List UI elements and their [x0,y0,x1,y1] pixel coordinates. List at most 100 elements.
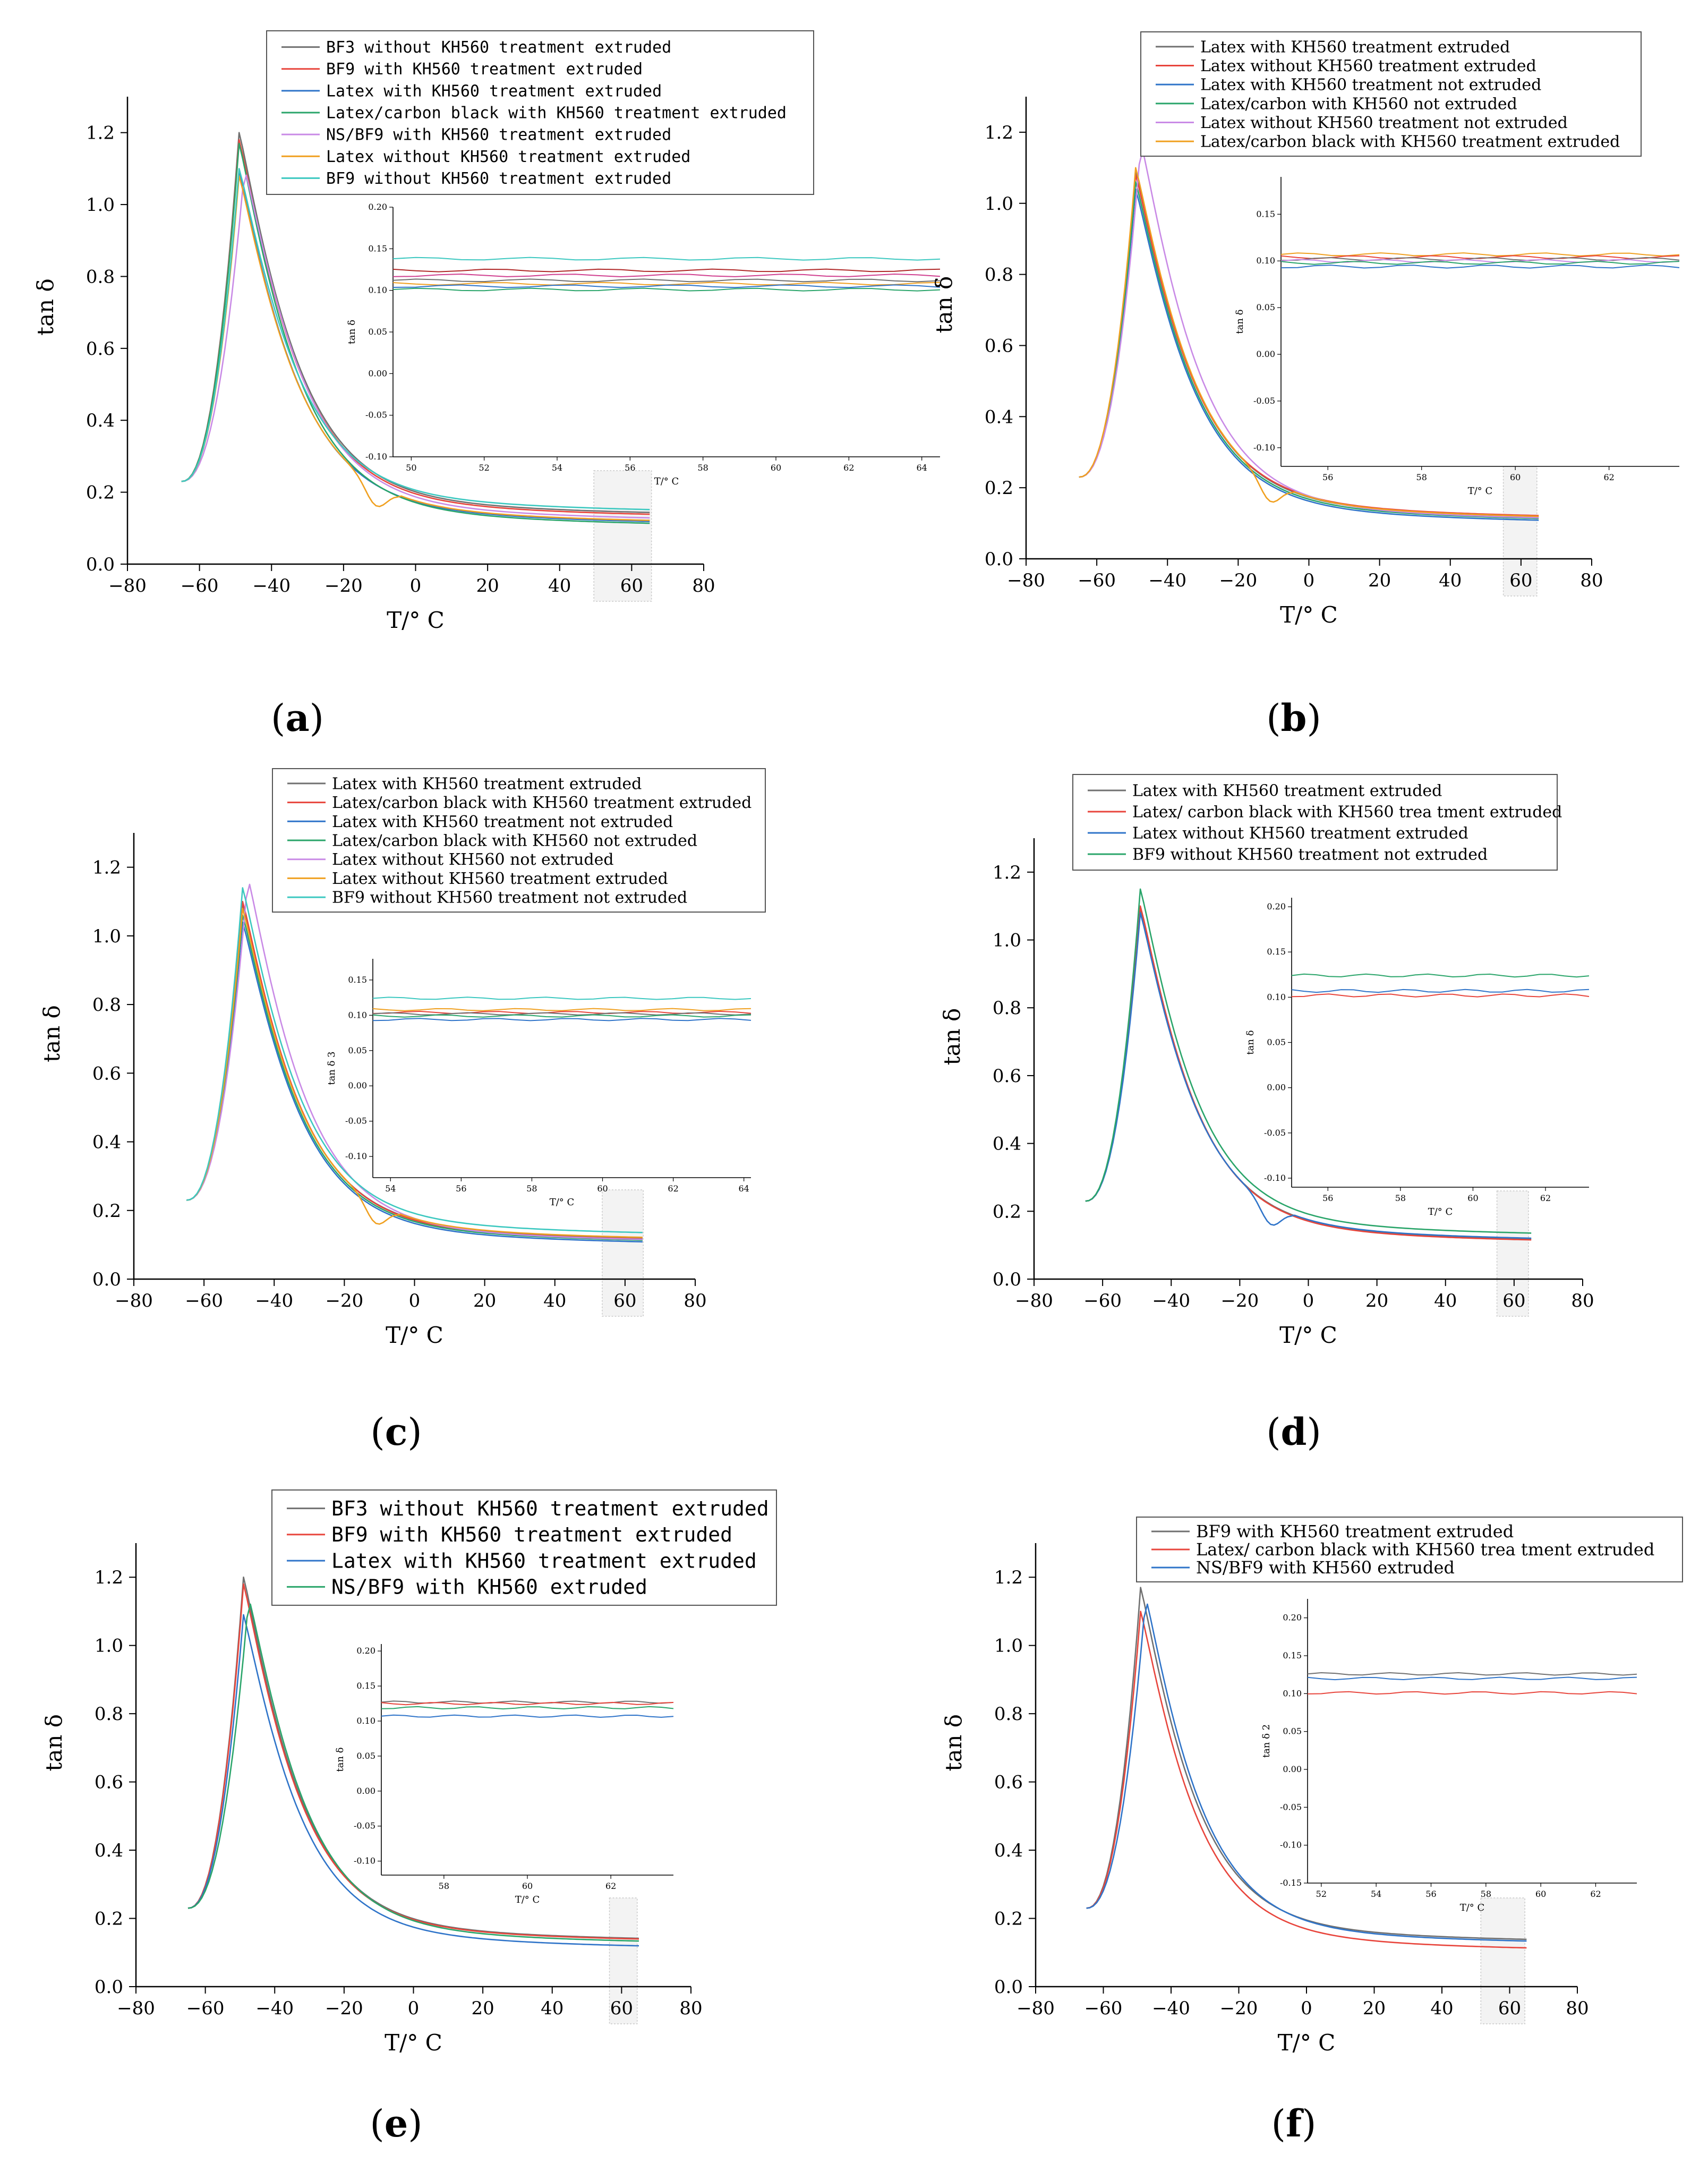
legend-box [1140,31,1642,157]
series-line-2 [187,1583,639,1940]
x-tick-label: 0 [1303,1290,1314,1312]
series-line-2 [1086,1611,1527,1949]
legend-entry: Latex without KH560 treatment extruded [1132,824,1468,843]
legend-entry: Latex/ carbon black with KH560 trea tmen… [1132,803,1562,822]
y-tick-label: 1.2 [994,1567,1023,1588]
legend-box [1072,774,1558,871]
inset-line-5 [1280,260,1680,265]
inset-y-tick-label: -0.15 [1280,1878,1302,1888]
series-line-3 [1085,912,1532,1239]
inset-y-tick-label: 0.15 [1256,209,1275,219]
inset-y-tick-label: -0.05 [1253,396,1275,406]
legend-entry: Latex/ carbon black with KH560 trea tmen… [1196,1539,1654,1560]
x-axis-label: T/° C [1278,2030,1336,2056]
panel-label-letter: c [385,1410,408,1454]
x-tick-label: 40 [541,1998,563,2019]
legend-entry: NS/BF9 with KH560 treatment extruded [326,126,671,144]
y-tick-label: 0.6 [994,1772,1023,1793]
legend-entry: BF9 with KH560 treatment extruded [331,1523,732,1546]
x-tick-label: −60 [1078,570,1116,591]
inset-x-tick-label: 54 [1371,1889,1381,1899]
inset-x-tick-label: 58 [1481,1889,1491,1899]
panel-d: −80 −60 −40 −20 0 20 40 60 80 0.0 0.2 0.4 0.6 0.8 1.0 1… [939,774,1594,1454]
inset-y-tick-label: -0.10 [1253,442,1275,453]
y-tick-label: 1.2 [86,123,115,144]
inset-x-tick-label: 62 [1540,1193,1551,1203]
legend-box [266,30,814,195]
series-line-4 [186,914,643,1241]
zoom-region-a [593,470,652,602]
inset-background [381,1644,673,1875]
x-tick-label: 20 [476,575,499,597]
series-line-3 [186,921,643,1243]
inset-chart: 54 56 58 60 62 64 -0.10 -0.05 0.00 0.05 0.10 0.15 T/… [326,959,751,1208]
y-tick-label: 0.8 [92,994,121,1016]
inset-y-tick-label: 0.15 [1283,1650,1302,1660]
inset-x-tick-label: 62 [1603,472,1614,482]
inset-x-label: T/° C [1428,1206,1453,1217]
x-tick-label: 40 [543,1290,566,1312]
series-line-3 [1079,188,1539,521]
inset-y-tick-label: -0.10 [345,1151,367,1161]
legend-entry: Latex with KH560 treatment extruded [1200,38,1510,56]
panel-label-open-paren: ( [370,1410,385,1454]
y-tick-label: 0.4 [86,410,115,431]
inset-y-tick-label: 0.15 [348,975,367,985]
legend-entry: BF3 without KH560 treatment extruded [326,38,671,57]
y-tick-label: 1.2 [993,862,1021,883]
legend-entry: BF3 without KH560 treatment extruded [331,1497,769,1520]
legend-entry: Latex/carbon black with KH560 treatment … [332,794,751,812]
inset-line-1 [392,257,941,261]
inset-y-tick-label: 0.20 [1267,901,1286,912]
panel-label-open-paren: ( [1271,2102,1286,2145]
inset-y-tick-label: 0.05 [348,1045,367,1055]
inset-y-tick-label: 0.00 [356,1786,375,1796]
legend-entry: Latex without KH560 treatment not extrud… [1200,114,1568,132]
x-tick-label: 60 [1509,570,1532,591]
inset-x-tick-label: 58 [526,1183,537,1194]
inset-y-tick-label: 0.05 [1267,1037,1286,1048]
inset-line-3 [1307,1691,1637,1695]
y-tick-label: 0.4 [994,1840,1023,1861]
y-tick-label: 0.0 [993,1269,1021,1290]
inset-x-tick-label: 60 [1467,1193,1478,1203]
x-tick-label: 60 [613,1290,636,1312]
panel-label-open-paren: ( [271,696,285,740]
inset-x-tick-label: 58 [697,463,708,473]
legend: BF3 without KH560 treatment extruded BF9 … [266,30,814,195]
y-tick-label: 0.2 [994,1909,1023,1930]
y-tick-label: 0.8 [985,265,1013,286]
zoom-region-b [1502,466,1538,597]
panel-label: (f) [1271,2101,1317,2145]
x-tick-label: 80 [692,575,715,597]
inset-line-2 [1291,989,1590,993]
inset-chart: 50 52 54 56 58 60 62 64 -0.10 -0.05 0.00 0.05 0.10 0.… [346,202,941,487]
inset-y-tick-label: 0.10 [356,1716,375,1726]
series-line-4 [1085,888,1532,1234]
legend-entry: Latex with KH560 treatment extruded [1132,782,1442,801]
x-tick-label: 20 [473,1290,496,1312]
inset-line-1 [1307,1672,1637,1676]
x-tick-label: −80 [1007,570,1045,591]
legend-entry: Latex/carbon black with KH560 treatment … [326,104,787,123]
inset-y-tick-label: 0.05 [1283,1726,1302,1736]
inset-background [373,959,751,1178]
x-tick-label: 80 [1580,570,1603,591]
series-line-1 [181,132,650,513]
legend-entry: Latex without KH560 treatment extruded [326,148,690,166]
series-line-5 [181,174,650,519]
y-axis-label: tan δ [931,276,957,334]
panel-a: −80 −60 −40 −20 0 20 40 60 80 0.0 0.2 0.4 0.6 0.8 1.0 1… [32,30,941,740]
x-tick-label: 0 [1301,1998,1312,2019]
x-tick-label: 80 [679,1998,702,2019]
x-tick-label: −80 [108,575,147,597]
inset-y-tick-label: -0.10 [354,1856,375,1866]
legend: Latex with KH560 treatment extruded Latex… [1140,31,1642,157]
y-tick-label: 0.8 [993,998,1021,1019]
inset-y-label: tan δ [1245,1030,1256,1054]
zoom-region-c [602,1189,644,1317]
inset-background [393,207,940,457]
inset-line-1 [372,997,751,1000]
x-tick-label: −20 [1220,1998,1258,2019]
x-tick-label: 60 [1502,1290,1525,1312]
